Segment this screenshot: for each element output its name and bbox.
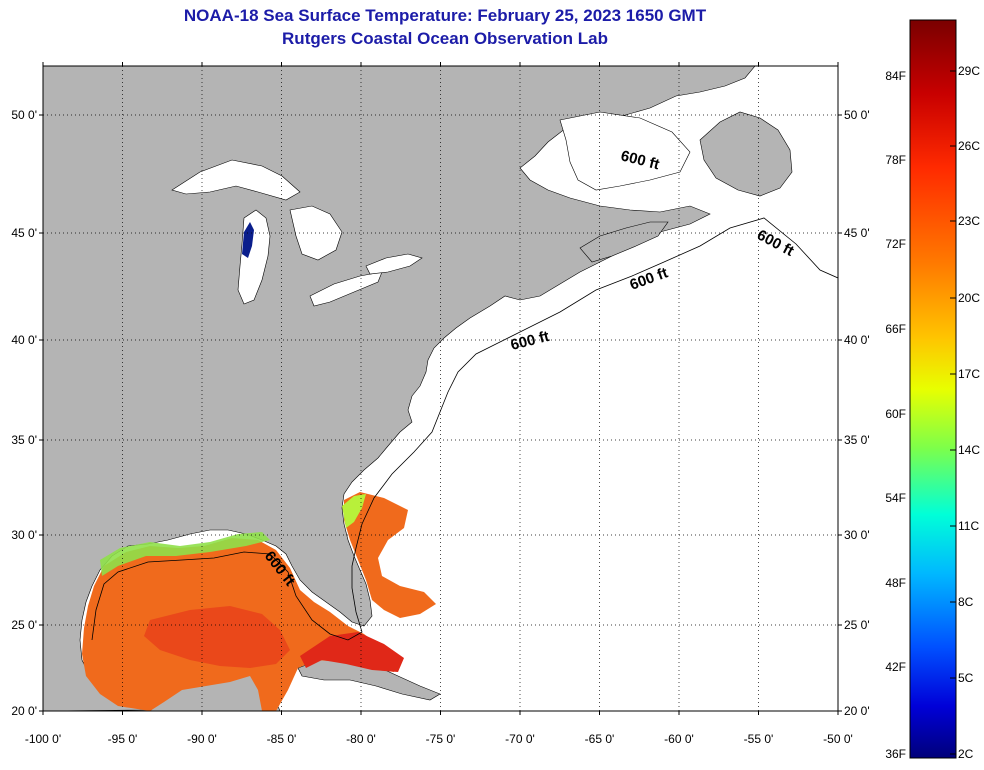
lat-label-right: 40 0' (844, 333, 870, 347)
isobath-600ft-line (91, 217, 838, 641)
colorbar-c-label: 14C (958, 443, 980, 457)
lat-label-left: 20 0' (11, 704, 37, 718)
colorbar-c-label: 5C (958, 671, 974, 685)
colorbar-f-label: 66F (885, 322, 906, 336)
colorbar-f-label: 42F (885, 660, 906, 674)
lon-label: -95 0' (108, 732, 138, 746)
colorbar-fahrenheit-labels: 84F 78F 72F 66F 60F 54F 48F 42F 36F (885, 69, 906, 761)
lon-label: -50 0' (823, 732, 853, 746)
lat-label-left: 45 0' (11, 226, 37, 240)
sst-atlantic-coastal-green (342, 494, 366, 528)
colorbar-f-label: 72F (885, 237, 906, 251)
colorbar-c-label: 8C (958, 595, 974, 609)
map-subtitle: Rutgers Coastal Ocean Observation Lab (282, 29, 608, 48)
colorbar-c-label: 11C (958, 519, 979, 533)
sst-gulf-warm-core (144, 606, 290, 668)
lat-label-left: 50 0' (11, 108, 37, 122)
colorbar-c-label: 29C (958, 64, 980, 78)
colorbar-f-label: 78F (885, 153, 906, 167)
land-newfoundland (699, 111, 793, 197)
lon-label: -75 0' (426, 732, 456, 746)
lake-erie (309, 271, 383, 307)
lon-label: -60 0' (664, 732, 694, 746)
lat-label-left: 40 0' (11, 333, 37, 347)
lon-label: -65 0' (585, 732, 615, 746)
lat-label-right: 35 0' (844, 433, 870, 447)
longitude-labels: -100 0' -95 0' -90 0' -85 0' -80 0' -75 0' -70… (25, 732, 853, 746)
lat-label-left: 30 0' (11, 528, 37, 542)
lake-superior (171, 159, 301, 201)
sst-gulf-coastal-green (100, 532, 270, 576)
lon-label: -90 0' (187, 732, 217, 746)
lon-label: -55 0' (744, 732, 774, 746)
lon-label: -100 0' (25, 732, 61, 746)
colorbar-c-label: 17C (958, 367, 980, 381)
lon-label: -85 0' (267, 732, 297, 746)
colorbar-c-label: 23C (958, 214, 980, 228)
lon-label: -80 0' (346, 732, 376, 746)
land-nova-scotia (579, 221, 669, 263)
axis-ticks (39, 62, 842, 715)
colorbar-c-label: 26C (958, 139, 980, 153)
colorbar-f-label: 48F (885, 576, 906, 590)
map-title: NOAA-18 Sea Surface Temperature: Februar… (183, 6, 707, 25)
colorbar-f-label: 84F (885, 69, 906, 83)
colorbar-f-label: 54F (885, 491, 906, 505)
colorbar-f-label: 60F (885, 407, 906, 421)
lat-label-right: 30 0' (844, 528, 870, 542)
colorbar-celsius-labels: 29C 26C 23C 20C 17C 14C 11C 8C 5C 2C (950, 64, 980, 761)
lon-label: -70 0' (505, 732, 535, 746)
sst-straits-red (300, 632, 404, 672)
graticule (42, 66, 839, 712)
latitude-labels: 50 0' 50 0' 45 0' 45 0' 40 0' 40 0' 35 0' 35 0'… (11, 108, 869, 718)
lat-label-left: 25 0' (11, 618, 37, 632)
lat-label-left: 35 0' (11, 433, 37, 447)
colorbar-c-label: 20C (958, 291, 980, 305)
lat-label-right: 20 0' (844, 704, 870, 718)
lat-label-right: 50 0' (844, 108, 870, 122)
gulf-st-lawrence (559, 111, 691, 191)
lat-label-right: 45 0' (844, 226, 870, 240)
colorbar-c-label: 2C (958, 747, 974, 761)
colorbar (909, 19, 957, 759)
sst-atlantic-coast (344, 492, 436, 618)
lat-label-right: 25 0' (844, 618, 870, 632)
lake-michigan-cold-water (242, 222, 254, 258)
lake-ontario (365, 253, 423, 275)
colorbar-f-label: 36F (885, 747, 906, 761)
